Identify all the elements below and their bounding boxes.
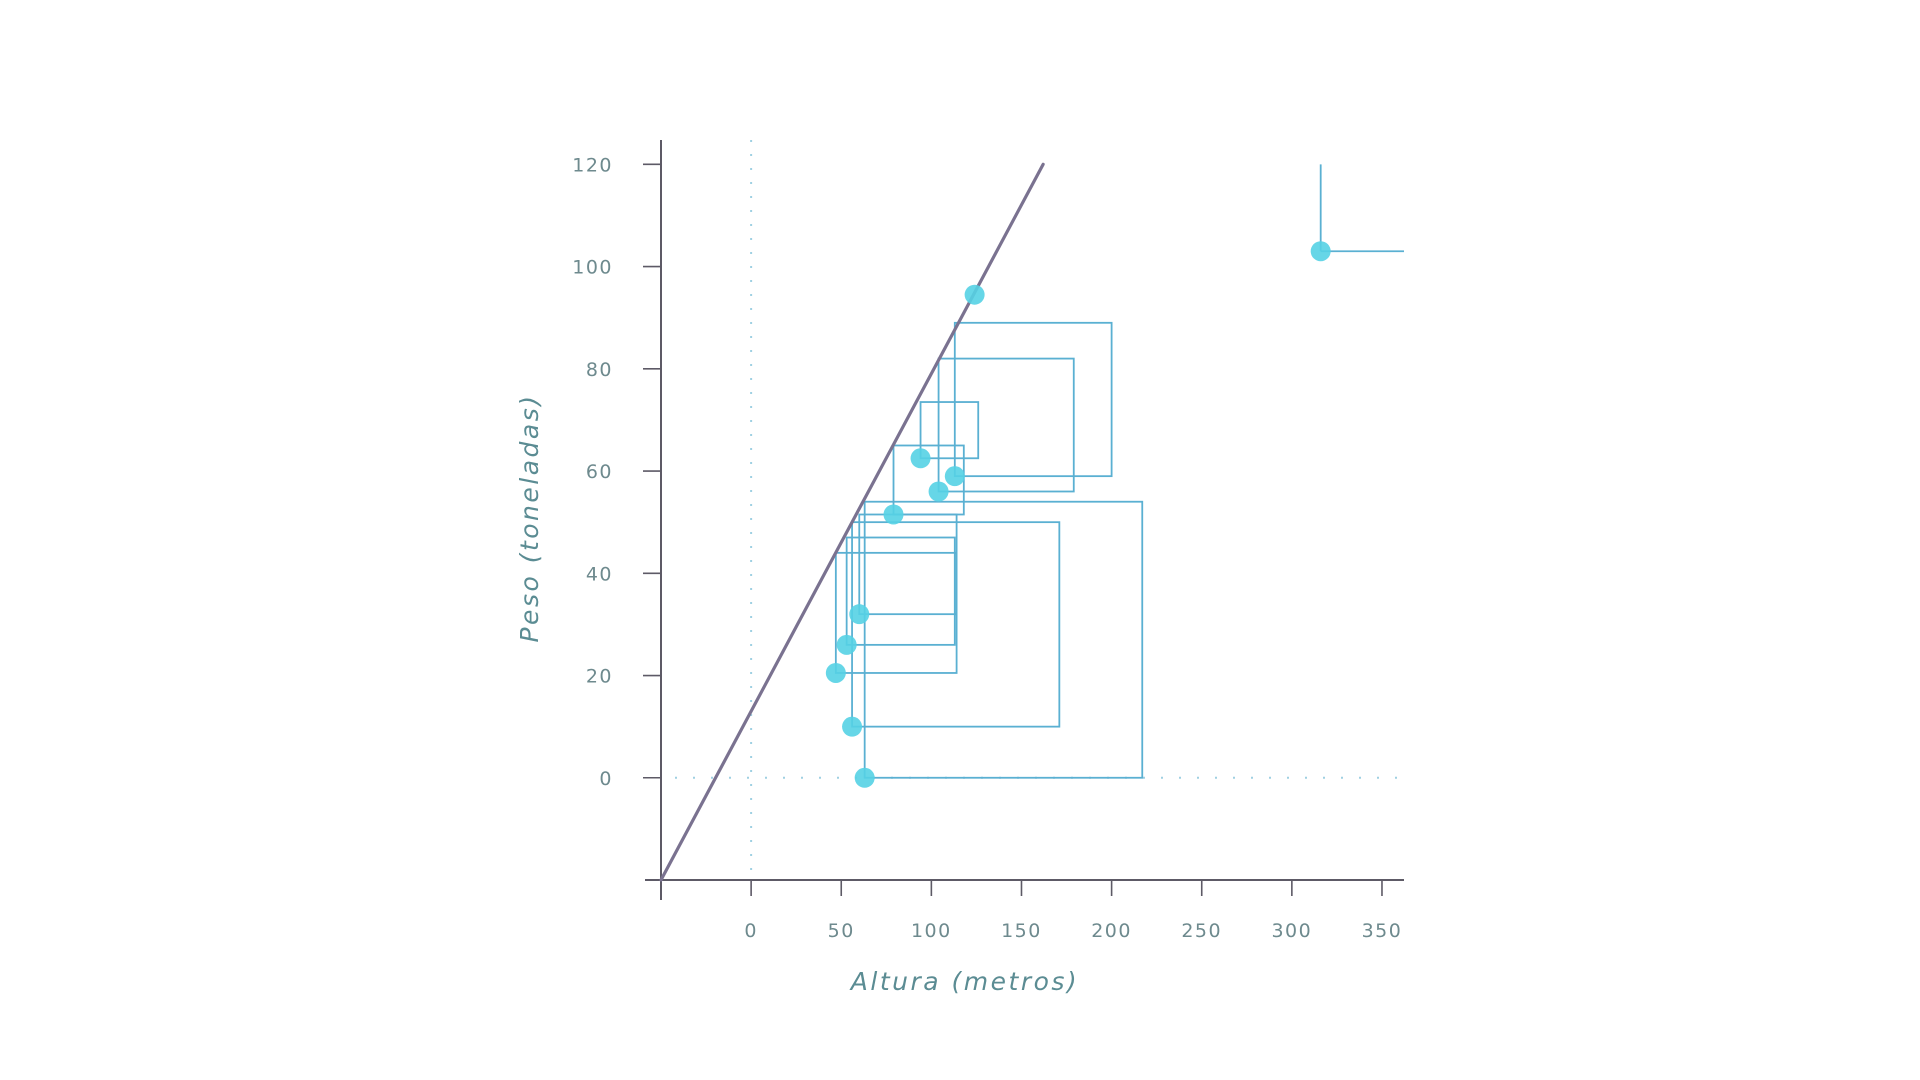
y-tick-label: 40 — [586, 563, 613, 585]
rectangle-4 — [845, 536, 956, 646]
data-point — [849, 604, 870, 625]
axes — [643, 140, 1404, 900]
data-point — [910, 448, 931, 469]
rectangle-7 — [937, 357, 1075, 493]
x-tick-label: 100 — [911, 920, 952, 942]
y-tick-label: 100 — [572, 257, 613, 279]
x-tick-label: 200 — [1091, 920, 1132, 942]
diagonal-line-group — [659, 162, 1045, 882]
data-point — [836, 634, 857, 655]
y-tick-label: 60 — [586, 461, 613, 483]
data-point — [1310, 241, 1331, 262]
points-group — [825, 241, 1331, 788]
rectangle-5 — [858, 513, 958, 616]
data-point — [964, 284, 985, 305]
x-tick-label: 150 — [1001, 920, 1042, 942]
x-tick-label: 300 — [1271, 920, 1312, 942]
rectangles-group — [834, 321, 1144, 779]
data-point — [825, 662, 846, 683]
y-axis-title: Peso (toneladas) — [515, 393, 544, 642]
x-tick-label: 0 — [744, 920, 758, 942]
rectangle-9 — [919, 401, 980, 460]
rectangle-8 — [953, 321, 1113, 478]
y-tick-label: 80 — [586, 359, 613, 381]
highlight-group — [1319, 164, 1404, 253]
y-tick-label: 20 — [586, 666, 613, 688]
rectangle-1 — [863, 500, 1144, 779]
y-tick-label: 0 — [599, 768, 613, 790]
data-point — [928, 481, 949, 502]
data-point — [944, 466, 965, 487]
data-point — [854, 767, 875, 788]
x-tick-label: 250 — [1181, 920, 1222, 942]
diagonal-line — [659, 162, 1045, 882]
rectangle-2 — [851, 521, 1061, 728]
x-tick-label: 50 — [828, 920, 855, 942]
y-tick-label: 120 — [572, 154, 613, 176]
x-tick-label: 350 — [1362, 920, 1403, 942]
data-point — [842, 716, 863, 737]
x-axis-title: Altura (metros) — [849, 967, 1079, 996]
reference-lines — [675, 140, 1404, 880]
data-point — [883, 504, 904, 525]
